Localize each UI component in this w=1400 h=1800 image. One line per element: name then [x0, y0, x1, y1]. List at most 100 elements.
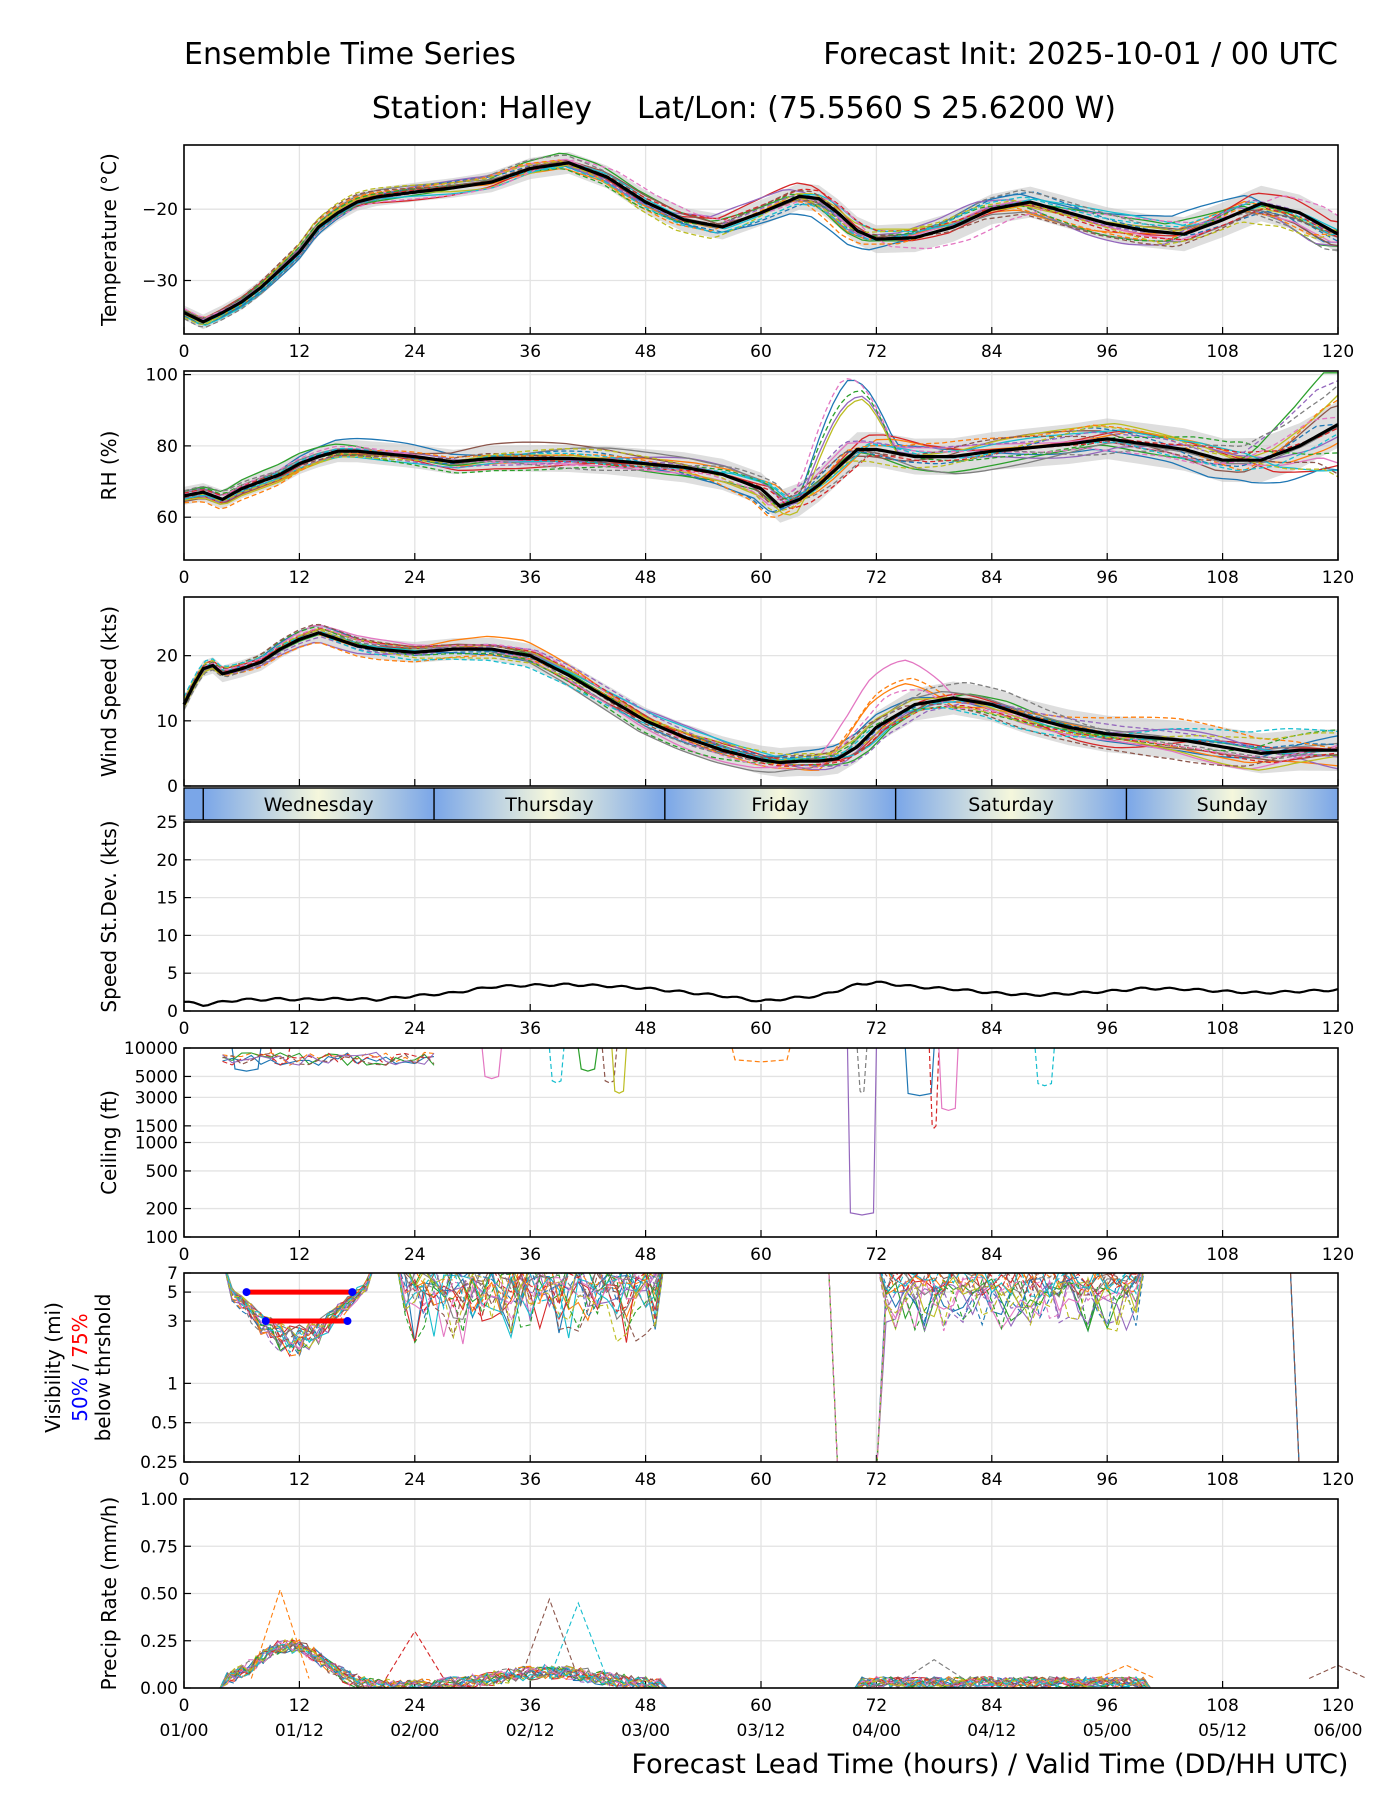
y-tick-label: 7	[167, 1264, 178, 1284]
valid-time-label: 06/00	[1314, 1721, 1363, 1741]
x-tick-label: 48	[635, 1019, 657, 1039]
panel-border	[183, 370, 1339, 561]
panel-speed_stdev: 0 5 10 15 20 25 0 12 24 36 48 60 72 84 96 108 120 Speed S…	[97, 813, 1354, 1039]
x-tick-label: 36	[519, 1245, 541, 1265]
x-tick-label: 84	[981, 1696, 1003, 1716]
legend-50-label: 50%	[68, 1377, 92, 1421]
y-tick-label: 100	[146, 366, 178, 386]
panel-rh: 60 80 100 0 12 24 36 48 60 72 84 96 108 120 RH (%)	[97, 366, 1354, 588]
panel-visibility: 0.25 0.5 1 3 57 0 12 24 36 48 60 72 84 96 108 120 Visibi…	[41, 1264, 1354, 1490]
x-tick-label: 12	[289, 342, 311, 362]
member-line	[183, 623, 1339, 767]
member-line	[183, 166, 1339, 323]
y-tick-label: −20	[142, 200, 178, 220]
member-line	[183, 378, 1339, 505]
x-tick-label: 72	[866, 1470, 888, 1490]
ceiling-member-line	[846, 1047, 877, 1216]
member-line	[183, 399, 1339, 518]
x-tick-label: 60	[750, 342, 772, 362]
x-tick-label: 108	[1206, 1245, 1238, 1265]
x-tick-label: 12	[289, 1019, 311, 1039]
y-tick-label: 0.00	[140, 1679, 178, 1699]
panel-precip: 0.00 0.25 0.50 0.75 1.00 0 12 24 36 48 60 72 84 96 108…	[97, 1490, 1368, 1741]
panel-border	[183, 144, 1339, 335]
ceiling-member-line	[731, 1047, 791, 1063]
x-tick-label: 0	[179, 1245, 190, 1265]
x-tick-label: 60	[750, 568, 772, 588]
x-tick-label: 108	[1206, 1470, 1238, 1490]
y-tick-label: 1500	[135, 1117, 178, 1137]
x-tick-label: 48	[635, 342, 657, 362]
member-line	[183, 163, 1339, 323]
y-tick-label: 20	[156, 851, 178, 871]
vis-threshold-50-marker	[242, 1288, 251, 1297]
x-tick-label: 72	[866, 568, 888, 588]
valid-time-label: 01/12	[275, 1721, 324, 1741]
valid-time-label: 05/00	[1083, 1721, 1132, 1741]
y-tick-label: 0.25	[140, 1453, 178, 1473]
precip-member-line	[184, 1643, 1338, 1689]
y-tick-label: 5000	[135, 1067, 178, 1087]
valid-time-label: 01/00	[160, 1721, 209, 1741]
x-tick-label: 84	[981, 342, 1003, 362]
day-label: Wednesday	[264, 794, 374, 816]
x-tick-label: 36	[519, 1470, 541, 1490]
y-tick-label: 0.5	[151, 1414, 178, 1434]
x-tick-label: 36	[519, 568, 541, 588]
day-segment	[203, 788, 435, 820]
y-axis-label: Visibility (mi)	[41, 1302, 65, 1433]
precip-peak-line	[904, 1659, 964, 1679]
stdev-line	[183, 980, 1339, 1008]
valid-time-label: 03/12	[737, 1721, 786, 1741]
x-tick-label: 120	[1322, 568, 1354, 588]
station-label: Station: Halley	[372, 91, 592, 126]
y-tick-label: 10	[156, 926, 178, 946]
ceiling-member-line	[222, 1052, 435, 1066]
ceiling-member-line	[577, 1047, 599, 1072]
precip-peak-line	[520, 1597, 579, 1679]
x-tick-label: 0	[179, 1696, 190, 1716]
y-tick-label: 0	[167, 1002, 178, 1022]
ceiling-member-line	[222, 1052, 435, 1066]
x-tick-label: 0	[179, 1470, 190, 1490]
y-tick-label: 3000	[135, 1088, 178, 1108]
x-tick-label: 120	[1322, 1470, 1354, 1490]
x-tick-label: 120	[1322, 1696, 1354, 1716]
day-label: Saturday	[968, 794, 1054, 816]
x-tick-label: 108	[1206, 342, 1238, 362]
x-tick-label: 60	[750, 1245, 772, 1265]
vis-threshold-50-marker	[261, 1317, 270, 1326]
x-tick-label: 84	[981, 568, 1003, 588]
precip-peak-line	[250, 1587, 310, 1679]
x-tick-label: 72	[866, 1245, 888, 1265]
member-line	[183, 425, 1339, 514]
y-tick-label: 10	[156, 712, 178, 732]
y-tick-label: 5	[167, 964, 178, 984]
day-label: Sunday	[1197, 794, 1268, 816]
title-left: Ensemble Time Series	[184, 37, 516, 72]
y-tick-label: 1000	[135, 1134, 178, 1154]
precip-member-line	[184, 1638, 1338, 1689]
member-line	[183, 627, 1339, 767]
x-tick-label: 108	[1206, 568, 1238, 588]
member-line	[183, 167, 1339, 319]
x-tick-label: 84	[981, 1245, 1003, 1265]
member-line	[183, 160, 1339, 320]
panels: −30−200 12 24 36 48 60 72 84 96 108 120Temperature…	[41, 144, 1368, 1741]
valid-time-label: 04/00	[852, 1721, 901, 1741]
precip-peak-line	[385, 1630, 445, 1679]
title-right: Forecast Init: 2025-10-01 / 00 UTC	[823, 37, 1338, 72]
precip-peak-line	[548, 1601, 608, 1679]
y-tick-label: 80	[156, 437, 178, 457]
ceiling-member-line	[222, 1052, 435, 1066]
x-tick-label: 0	[179, 1019, 190, 1039]
y-tick-label: 3	[167, 1312, 178, 1332]
x-axis-label: Forecast Lead Time (hours) / Valid Time …	[632, 1749, 1349, 1780]
ensemble-mean-line	[182, 631, 1338, 765]
member-line	[183, 626, 1339, 770]
valid-time-label: 03/00	[621, 1721, 670, 1741]
member-line	[183, 624, 1339, 770]
y-tick-label: 1	[167, 1374, 178, 1394]
